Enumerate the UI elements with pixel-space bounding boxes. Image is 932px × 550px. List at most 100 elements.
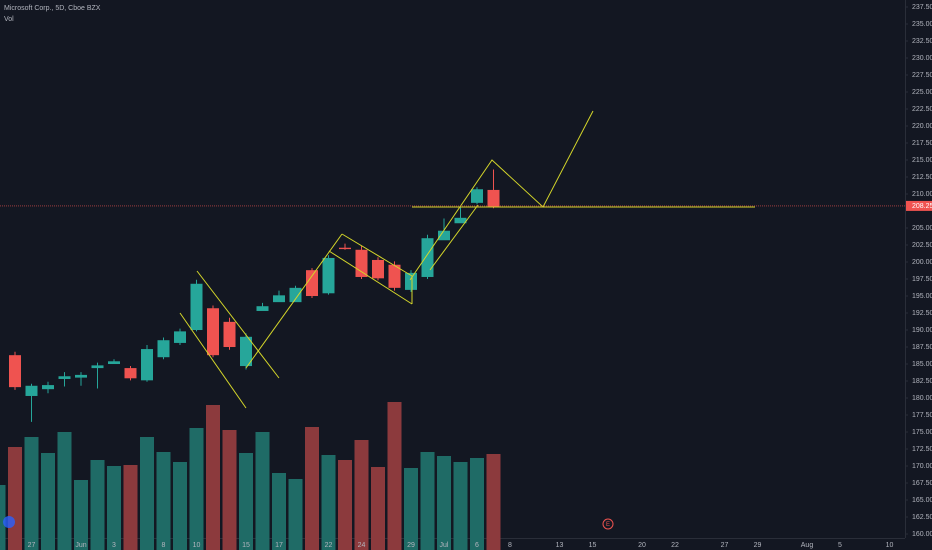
volume-bar xyxy=(486,454,501,550)
candle-body xyxy=(454,217,467,224)
x-tick-label: 8 xyxy=(162,542,166,549)
volume-bar xyxy=(387,402,402,550)
y-tick-label: 205.00 xyxy=(912,225,932,232)
volume-bar xyxy=(239,453,253,550)
y-tick-label: 197.50 xyxy=(912,276,932,283)
y-tick-label: 192.50 xyxy=(912,310,932,317)
x-tick-label: Jun xyxy=(75,542,86,549)
trend-line xyxy=(245,233,343,369)
candle-body xyxy=(190,283,203,331)
volume-bar xyxy=(305,427,319,550)
earnings-marker[interactable]: E xyxy=(606,522,610,528)
candle-body xyxy=(157,340,170,358)
candle-body xyxy=(438,230,450,241)
candle-body xyxy=(421,238,434,277)
last-price-badge xyxy=(906,200,932,211)
x-tick-label: 27 xyxy=(28,542,36,549)
candle-body xyxy=(124,368,137,379)
y-tick-label: 162.50 xyxy=(912,514,932,521)
volume-bar xyxy=(57,432,72,550)
candle-body xyxy=(9,355,21,388)
x-tick-label: 5 xyxy=(838,542,842,549)
logo[interactable] xyxy=(3,516,15,528)
volume-bar xyxy=(321,455,336,550)
y-tick-label: 232.50 xyxy=(912,38,932,45)
volume-bar xyxy=(123,465,138,550)
x-tick-label: 2 xyxy=(0,542,1,549)
candle-body xyxy=(339,247,351,250)
trend-line xyxy=(328,250,413,305)
price-pane xyxy=(9,169,500,422)
volume-bar xyxy=(189,428,204,550)
x-tick-label: 10 xyxy=(193,542,201,549)
candle-body xyxy=(372,259,384,279)
y-tick-label: 172.50 xyxy=(912,446,932,453)
y-tick-label: 190.00 xyxy=(912,327,932,334)
y-tick-label: 225.00 xyxy=(912,89,932,96)
volume-bar xyxy=(74,480,88,550)
y-tick-label: 235.00 xyxy=(912,21,932,28)
volume-bar xyxy=(41,453,55,550)
y-tick-label: 210.00 xyxy=(912,191,932,198)
y-tick-label: 170.00 xyxy=(912,463,932,470)
candle-body xyxy=(388,264,401,288)
x-tick-label: 6 xyxy=(475,542,479,549)
volume-bar xyxy=(90,460,105,550)
x-tick-label: 20 xyxy=(638,542,646,549)
candle-body xyxy=(306,270,318,297)
candle-body xyxy=(42,385,54,390)
candle-body xyxy=(405,272,417,290)
last-price-label: 208.25 xyxy=(912,203,932,210)
y-tick-label: 182.50 xyxy=(912,378,932,385)
candle-body xyxy=(289,287,302,303)
candle-body xyxy=(256,306,269,311)
candle-body xyxy=(223,321,236,348)
x-tick-label: Jul xyxy=(440,542,449,549)
x-tick-label: 3 xyxy=(112,542,116,549)
x-tick-label: 24 xyxy=(358,542,366,549)
volume-bar xyxy=(107,466,121,550)
candle-body xyxy=(355,249,368,277)
trend-drawings xyxy=(179,110,755,409)
volume-bar xyxy=(453,462,468,550)
y-tick-label: 212.50 xyxy=(912,174,932,181)
volume-bar xyxy=(420,452,435,550)
x-tick-label: Aug xyxy=(801,542,814,549)
candle-body xyxy=(207,308,219,356)
volume-bar xyxy=(437,456,451,550)
x-tick-label: 15 xyxy=(242,542,250,549)
candle-body xyxy=(240,336,252,367)
candle-body xyxy=(25,385,38,396)
volume-bar xyxy=(288,479,303,550)
y-tick-label: 237.50 xyxy=(912,4,932,11)
chart-title: Microsoft Corp., 5D, Cboe BZX xyxy=(4,5,101,12)
volume-bar xyxy=(140,437,154,550)
x-tick-label: 15 xyxy=(589,542,597,549)
volume-bar xyxy=(255,432,270,550)
volume-bar xyxy=(338,460,352,550)
y-tick-label: 217.50 xyxy=(912,140,932,147)
y-tick-label: 187.50 xyxy=(912,344,932,351)
earnings-icon[interactable] xyxy=(602,518,614,530)
projection-path xyxy=(409,110,594,281)
y-tick-label: 167.50 xyxy=(912,480,932,487)
volume-bar xyxy=(0,485,6,550)
volume-bar xyxy=(354,440,369,550)
candle-body xyxy=(108,361,120,365)
y-tick-label: 230.00 xyxy=(912,55,932,62)
candle-body xyxy=(141,349,153,381)
y-tick-label: 195.00 xyxy=(912,293,932,300)
volume-bar xyxy=(222,430,237,550)
volume-bar xyxy=(470,458,484,550)
x-tick-label: 22 xyxy=(671,542,679,549)
trend-line xyxy=(341,233,413,277)
y-tick-label: 177.50 xyxy=(912,412,932,419)
y-tick-label: 180.00 xyxy=(912,395,932,402)
y-tick-label: 227.50 xyxy=(912,72,932,79)
candle-body xyxy=(322,257,335,294)
volume-bar xyxy=(156,452,171,550)
axes: 237.50 235.00 232.50 230.00 227.50 225.00 222.… xyxy=(0,4,932,549)
